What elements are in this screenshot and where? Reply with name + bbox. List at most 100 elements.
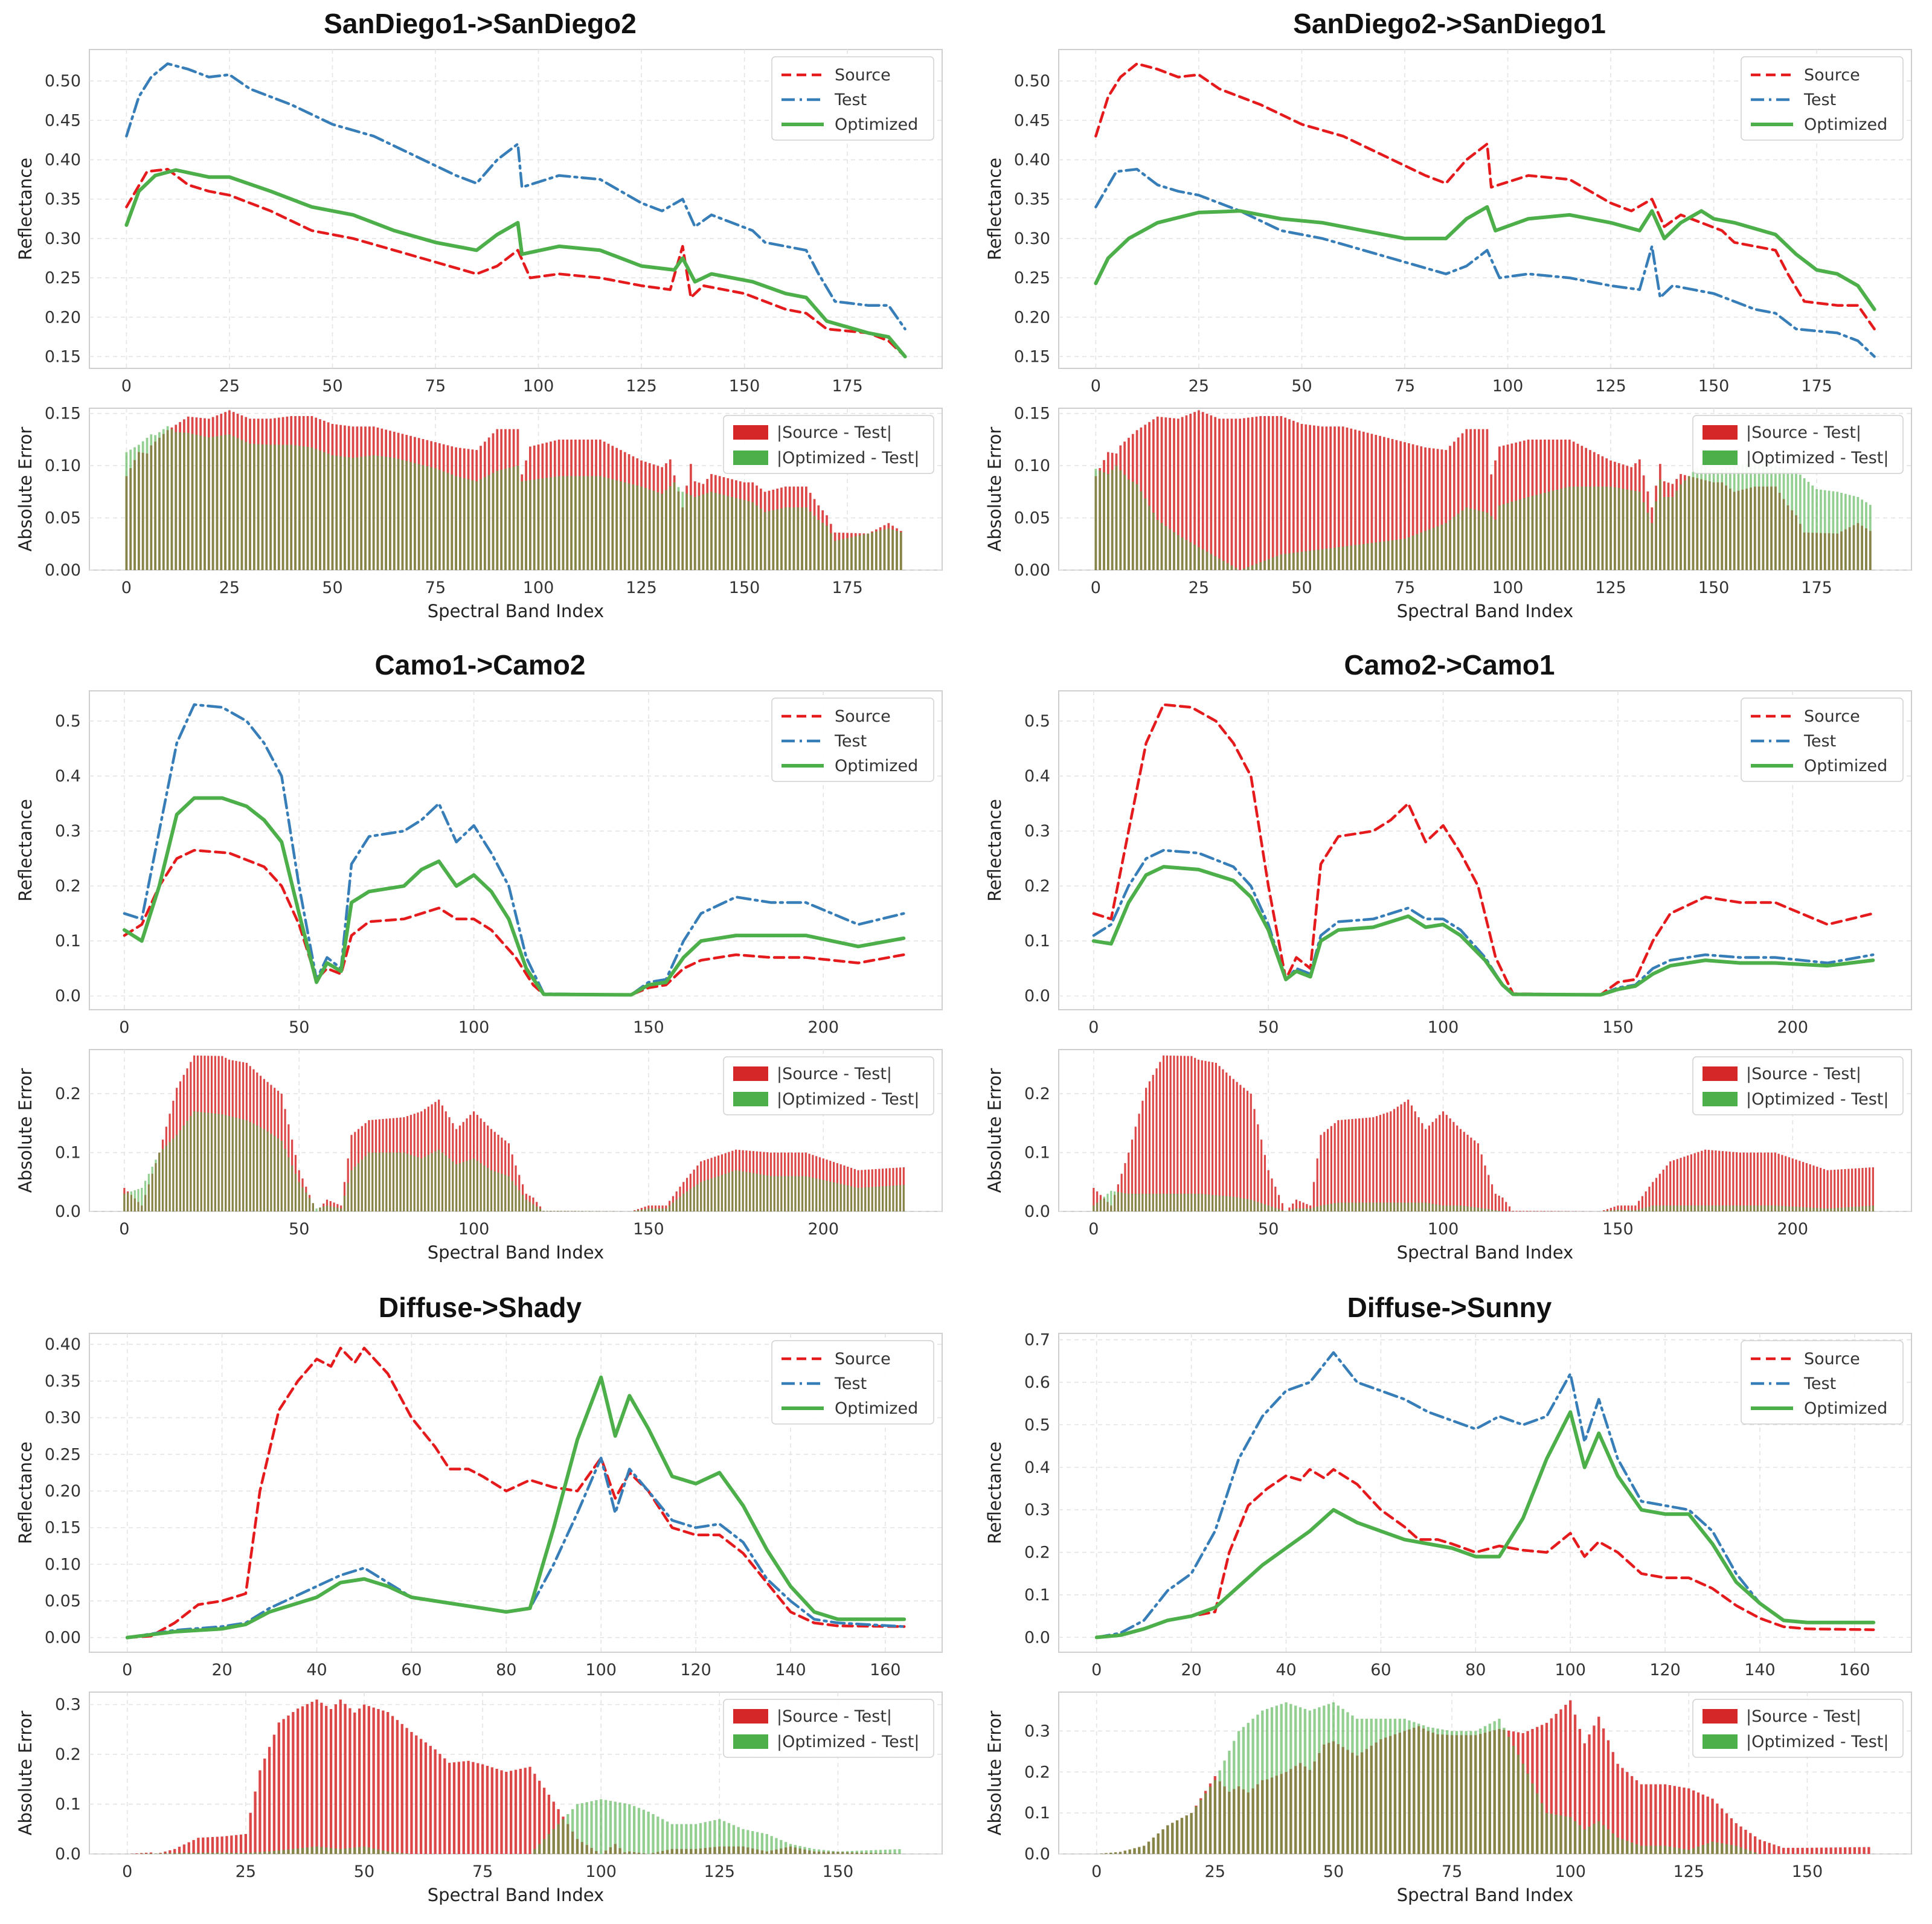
error-bar-source [1491, 1184, 1493, 1211]
error-bar-optimized [228, 434, 231, 570]
error-bar-optimized [864, 1187, 866, 1211]
error-bar-optimized [791, 1176, 793, 1211]
legend-swatch [1703, 1066, 1738, 1081]
error-bar-optimized [339, 1849, 342, 1854]
error-bar-source [1362, 1118, 1364, 1211]
error-bar-optimized [672, 1202, 674, 1211]
error-bar-optimized [1579, 1826, 1581, 1854]
error-bar-optimized [1812, 1208, 1814, 1211]
error-bar-optimized [728, 1173, 730, 1211]
error-bar-optimized [1774, 1205, 1776, 1211]
y-tick-label: 0.45 [45, 111, 81, 130]
error-bar-source [1787, 1848, 1789, 1854]
error-bar-optimized [1110, 1191, 1112, 1211]
error-bar-optimized [142, 441, 144, 570]
error-bar-optimized [1417, 1724, 1420, 1854]
x-tick-label: 100 [523, 377, 554, 396]
error-bar-optimized [868, 1187, 870, 1211]
x-tick-label: 100 [585, 1661, 617, 1679]
error-bar-optimized [256, 1126, 258, 1211]
error-bar-optimized [414, 463, 416, 570]
error-bar-optimized [1462, 510, 1464, 570]
error-bar-source [1806, 1848, 1808, 1854]
error-bar-source [292, 1712, 294, 1854]
error-bar-optimized [144, 1181, 146, 1211]
error-bar-optimized [591, 476, 593, 570]
error-bar-source [311, 1702, 313, 1854]
error-bar-optimized [1484, 1208, 1486, 1211]
error-bar-optimized [1416, 534, 1419, 570]
error-bar-source [405, 1728, 408, 1854]
error-bar-source [1774, 1153, 1776, 1211]
y-axis-label: Absolute Error [984, 1068, 1005, 1193]
x-tick-label: 0 [119, 1220, 129, 1239]
error-bar-optimized [406, 1153, 408, 1211]
error-bar-optimized [1708, 1205, 1710, 1211]
error-bar-optimized [1141, 1194, 1143, 1211]
error-bar-optimized [278, 1850, 280, 1854]
legend-label: Optimized [835, 115, 918, 134]
error-bar-source [486, 1766, 489, 1854]
error-bar-optimized [494, 1172, 496, 1211]
y-tick-label: 0.15 [1014, 347, 1050, 366]
error-bar-optimized [1634, 491, 1637, 570]
error-bar-optimized [1208, 1194, 1210, 1211]
error-bar-optimized [751, 1831, 754, 1854]
error-bar-source [1352, 1119, 1353, 1211]
error-bar-source [348, 1708, 351, 1854]
y-tick-label: 0.1 [1024, 1586, 1050, 1605]
error-bar-source [1344, 1120, 1346, 1211]
error-bar-optimized [431, 1153, 433, 1211]
error-bar-optimized [525, 1200, 527, 1211]
error-bar-optimized [690, 1824, 692, 1854]
error-bar-optimized [1271, 1707, 1273, 1854]
error-bar-source [1659, 1785, 1661, 1854]
error-bar-source [510, 1771, 512, 1854]
error-bar-optimized [756, 505, 758, 570]
error-bar-optimized [669, 486, 672, 570]
error-bar-optimized [1327, 1204, 1329, 1211]
error-bar-optimized [1716, 1842, 1718, 1854]
error-bar-optimized [389, 457, 391, 570]
error-bar-optimized [847, 1185, 849, 1211]
error-bar-optimized [1317, 1207, 1318, 1211]
error-bar-source [230, 1835, 233, 1854]
error-bar-source [1680, 1158, 1681, 1211]
error-bar-optimized [1149, 1194, 1151, 1211]
error-bar-optimized [459, 477, 461, 570]
error-bar-source [1313, 426, 1315, 570]
error-bar-source [1654, 1785, 1657, 1854]
error-bar-optimized [1428, 1203, 1430, 1211]
error-bar-optimized [1559, 1815, 1562, 1854]
x-tick-label: 150 [633, 1220, 664, 1239]
error-bar-optimized [216, 436, 219, 570]
error-bar-optimized [1387, 541, 1390, 570]
error-bar-optimized [1114, 1852, 1117, 1854]
error-bar-optimized [846, 538, 849, 570]
error-bar-optimized [1111, 470, 1114, 570]
error-bar-optimized [455, 476, 457, 570]
error-bar-source [1227, 418, 1229, 570]
error-bar-optimized [191, 434, 194, 570]
error-bar-optimized [1847, 1207, 1849, 1211]
error-bar-source [1229, 1076, 1231, 1211]
error-bar-optimized [1157, 520, 1159, 570]
error-bar-optimized [1420, 533, 1422, 570]
error-bar-optimized [1573, 487, 1575, 570]
error-bar-source [183, 1844, 185, 1854]
error-bar-source [410, 1732, 412, 1854]
legend-label: |Source - Test| [777, 423, 892, 442]
y-tick-label: 0.35 [45, 190, 81, 209]
error-bar-optimized [301, 1848, 304, 1854]
error-bar-optimized [1280, 1704, 1283, 1854]
x-tick-label: 20 [211, 1661, 232, 1679]
error-bar-optimized [405, 461, 408, 570]
error-bar-optimized [649, 489, 651, 570]
error-bar-optimized [1100, 1853, 1102, 1854]
error-bar-source [1372, 1117, 1374, 1211]
error-bar-source [1206, 414, 1208, 570]
error-bar-optimized [840, 1184, 842, 1211]
error-bar-optimized [713, 1820, 716, 1854]
